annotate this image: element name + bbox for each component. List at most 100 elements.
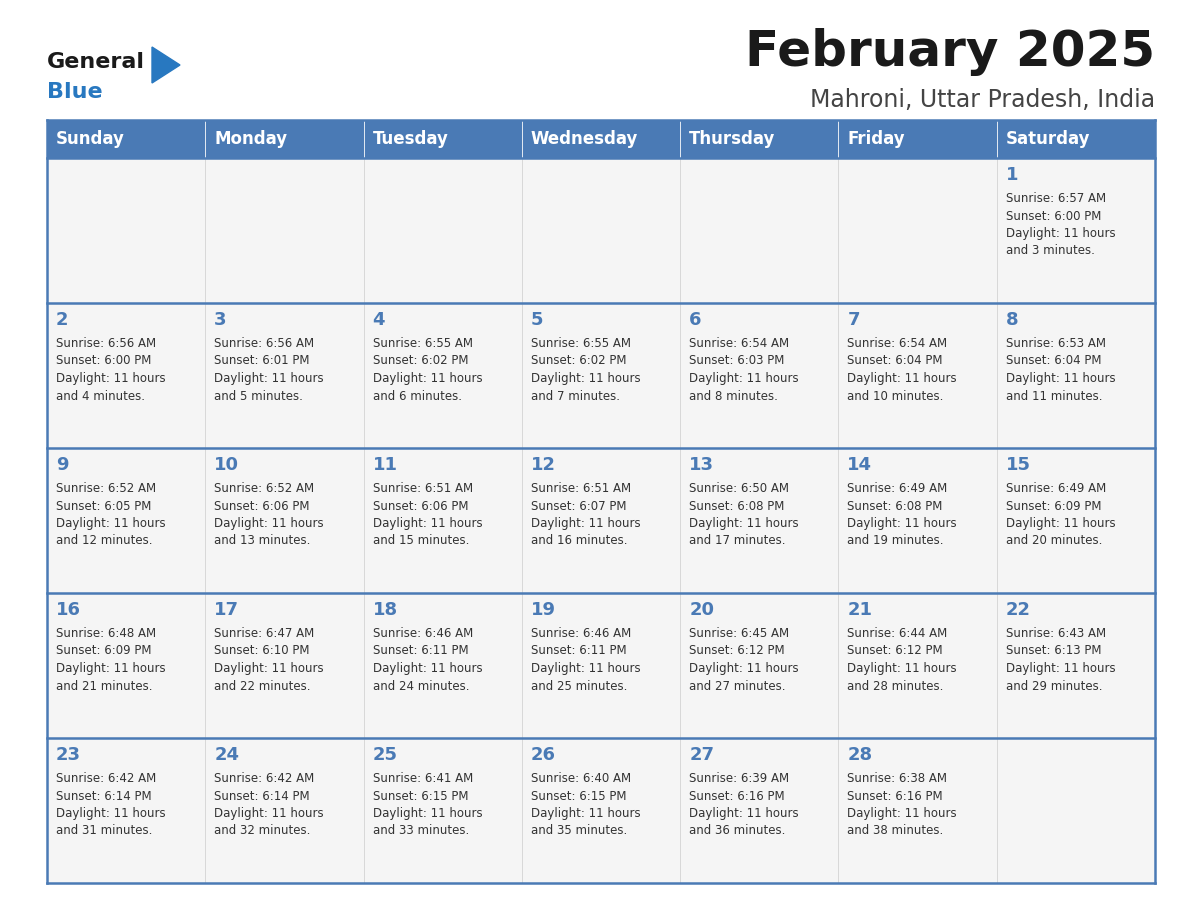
Bar [364,120,522,158]
Text: Sunrise: 6:52 AM: Sunrise: 6:52 AM [56,482,156,495]
Text: Daylight: 11 hours: Daylight: 11 hours [689,517,798,530]
Text: Daylight: 11 hours: Daylight: 11 hours [531,807,640,820]
Text: Daylight: 11 hours: Daylight: 11 hours [214,807,324,820]
Bar [681,120,839,158]
Text: Daylight: 11 hours: Daylight: 11 hours [56,517,165,530]
Text: Daylight: 11 hours: Daylight: 11 hours [531,372,640,385]
Text: Daylight: 11 hours: Daylight: 11 hours [373,807,482,820]
Text: Sunset: 6:06 PM: Sunset: 6:06 PM [373,499,468,512]
Text: Sunset: 6:06 PM: Sunset: 6:06 PM [214,499,310,512]
Text: Sunset: 6:02 PM: Sunset: 6:02 PM [531,354,626,367]
Text: Daylight: 11 hours: Daylight: 11 hours [214,517,324,530]
Text: Daylight: 11 hours: Daylight: 11 hours [56,807,165,820]
Text: Sunrise: 6:52 AM: Sunrise: 6:52 AM [214,482,315,495]
Text: Sunrise: 6:46 AM: Sunrise: 6:46 AM [531,627,631,640]
Text: Sunrise: 6:56 AM: Sunrise: 6:56 AM [56,337,156,350]
Text: and 16 minutes.: and 16 minutes. [531,534,627,547]
Text: Daylight: 11 hours: Daylight: 11 hours [214,372,324,385]
Text: and 31 minutes.: and 31 minutes. [56,824,152,837]
Text: 13: 13 [689,456,714,474]
Text: Sunrise: 6:54 AM: Sunrise: 6:54 AM [689,337,789,350]
Text: Sunset: 6:00 PM: Sunset: 6:00 PM [1006,209,1101,222]
Text: Sunset: 6:11 PM: Sunset: 6:11 PM [373,644,468,657]
Text: and 17 minutes.: and 17 minutes. [689,534,785,547]
Text: Sunset: 6:13 PM: Sunset: 6:13 PM [1006,644,1101,657]
Text: Daylight: 11 hours: Daylight: 11 hours [373,662,482,675]
Text: Sunrise: 6:43 AM: Sunrise: 6:43 AM [1006,627,1106,640]
Text: Sunrise: 6:51 AM: Sunrise: 6:51 AM [373,482,473,495]
Text: Sunset: 6:09 PM: Sunset: 6:09 PM [1006,499,1101,512]
Text: 18: 18 [373,601,398,619]
Text: and 22 minutes.: and 22 minutes. [214,679,311,692]
Text: 11: 11 [373,456,398,474]
Text: Sunrise: 6:55 AM: Sunrise: 6:55 AM [373,337,473,350]
Text: Daylight: 11 hours: Daylight: 11 hours [531,662,640,675]
Text: Daylight: 11 hours: Daylight: 11 hours [847,517,958,530]
Text: Sunrise: 6:56 AM: Sunrise: 6:56 AM [214,337,315,350]
Text: Sunrise: 6:42 AM: Sunrise: 6:42 AM [56,772,157,785]
Text: Sunrise: 6:39 AM: Sunrise: 6:39 AM [689,772,789,785]
Polygon shape [152,47,181,83]
Text: Sunset: 6:03 PM: Sunset: 6:03 PM [689,354,784,367]
Text: General: General [48,52,145,72]
Text: and 8 minutes.: and 8 minutes. [689,389,778,402]
Text: 9: 9 [56,456,69,474]
Text: 24: 24 [214,746,239,764]
Text: Daylight: 11 hours: Daylight: 11 hours [56,662,165,675]
Text: Sunset: 6:16 PM: Sunset: 6:16 PM [689,789,785,802]
Text: Sunrise: 6:48 AM: Sunrise: 6:48 AM [56,627,156,640]
Text: 16: 16 [56,601,81,619]
Text: and 28 minutes.: and 28 minutes. [847,679,943,692]
Text: February 2025: February 2025 [745,28,1155,76]
Text: 14: 14 [847,456,872,474]
Text: and 6 minutes.: and 6 minutes. [373,389,462,402]
Text: Sunrise: 6:55 AM: Sunrise: 6:55 AM [531,337,631,350]
Text: Sunset: 6:05 PM: Sunset: 6:05 PM [56,499,151,512]
Text: 4: 4 [373,311,385,329]
Bar [522,120,681,158]
Text: Sunset: 6:12 PM: Sunset: 6:12 PM [689,644,785,657]
Text: Daylight: 11 hours: Daylight: 11 hours [689,662,798,675]
Bar [48,448,1155,593]
Text: Daylight: 11 hours: Daylight: 11 hours [373,372,482,385]
Bar [48,303,1155,448]
Text: Daylight: 11 hours: Daylight: 11 hours [847,807,958,820]
Text: Sunset: 6:14 PM: Sunset: 6:14 PM [56,789,152,802]
Text: Sunrise: 6:53 AM: Sunrise: 6:53 AM [1006,337,1106,350]
Text: and 29 minutes.: and 29 minutes. [1006,679,1102,692]
Text: Daylight: 11 hours: Daylight: 11 hours [1006,662,1116,675]
Text: 5: 5 [531,311,543,329]
Bar [206,120,364,158]
Text: and 38 minutes.: and 38 minutes. [847,824,943,837]
Text: and 27 minutes.: and 27 minutes. [689,679,785,692]
Text: 10: 10 [214,456,239,474]
Text: Sunset: 6:00 PM: Sunset: 6:00 PM [56,354,151,367]
Text: 19: 19 [531,601,556,619]
Text: Sunrise: 6:57 AM: Sunrise: 6:57 AM [1006,192,1106,205]
Text: Daylight: 11 hours: Daylight: 11 hours [1006,372,1116,385]
Bar [48,593,1155,738]
Text: Daylight: 11 hours: Daylight: 11 hours [214,662,324,675]
Text: Mahroni, Uttar Pradesh, India: Mahroni, Uttar Pradesh, India [810,88,1155,112]
Text: and 5 minutes.: and 5 minutes. [214,389,303,402]
Text: 8: 8 [1006,311,1018,329]
Text: Sunset: 6:08 PM: Sunset: 6:08 PM [689,499,784,512]
Text: and 10 minutes.: and 10 minutes. [847,389,943,402]
Text: Sunset: 6:15 PM: Sunset: 6:15 PM [373,789,468,802]
Text: 20: 20 [689,601,714,619]
Text: 12: 12 [531,456,556,474]
Text: and 36 minutes.: and 36 minutes. [689,824,785,837]
Text: Tuesday: Tuesday [373,130,448,148]
Text: Wednesday: Wednesday [531,130,638,148]
Bar [997,120,1155,158]
Text: Sunrise: 6:42 AM: Sunrise: 6:42 AM [214,772,315,785]
Text: and 3 minutes.: and 3 minutes. [1006,244,1094,258]
Text: 25: 25 [373,746,398,764]
Bar [48,120,206,158]
Text: 7: 7 [847,311,860,329]
Text: Daylight: 11 hours: Daylight: 11 hours [56,372,165,385]
Text: and 12 minutes.: and 12 minutes. [56,534,152,547]
Text: Sunrise: 6:50 AM: Sunrise: 6:50 AM [689,482,789,495]
Text: 2: 2 [56,311,69,329]
Text: 3: 3 [214,311,227,329]
